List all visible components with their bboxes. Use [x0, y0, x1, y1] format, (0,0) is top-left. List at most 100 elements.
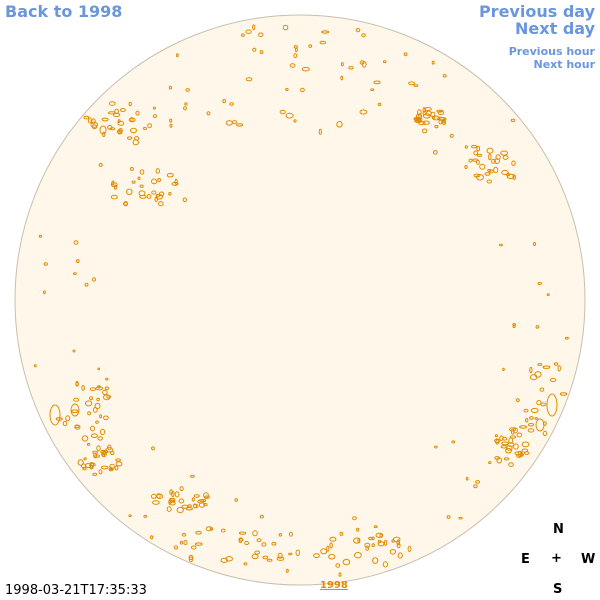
magnetic-feature-contour — [193, 494, 200, 498]
previous-hour-link[interactable]: Previous hour — [508, 45, 595, 58]
magnetic-feature-contour — [468, 158, 473, 163]
magnetic-feature-contour — [171, 181, 179, 186]
magnetic-feature-contour — [476, 153, 483, 157]
magnetic-feature-contour — [422, 110, 427, 116]
magnetic-feature-contour — [95, 420, 99, 424]
magnetic-feature-contour — [540, 402, 547, 407]
magnetic-feature-contour — [98, 469, 103, 475]
magnetic-feature-contour — [396, 539, 401, 546]
magnetic-feature-contour — [464, 165, 468, 169]
magnetic-feature-contour — [271, 541, 277, 546]
magnetic-feature-contour — [329, 536, 337, 542]
magnetic-feature-contour — [527, 428, 535, 433]
magnetic-feature-contour — [173, 545, 178, 550]
magnetic-feature-contour — [505, 445, 513, 451]
next-day-link[interactable]: Next day — [515, 19, 595, 38]
magnetic-feature-contour — [509, 435, 517, 439]
back-to-year-link[interactable]: Back to 1998 — [5, 2, 123, 21]
magnetic-feature-contour — [99, 125, 107, 135]
magnetic-feature-contour — [92, 450, 98, 454]
magnetic-feature-contour — [155, 193, 160, 198]
magnetic-feature-contour — [508, 437, 514, 444]
magnetic-feature-contour — [117, 120, 125, 126]
magnetic-feature-contour — [152, 114, 157, 119]
magnetic-feature-contour — [127, 136, 133, 140]
magnetic-feature-contour — [108, 101, 116, 106]
magnetic-feature-contour — [515, 398, 520, 403]
magnetic-feature-contour — [458, 516, 463, 520]
magnetic-feature-contour — [494, 438, 501, 444]
magnetic-feature-contour — [308, 44, 313, 48]
magnetic-feature-contour — [90, 121, 98, 128]
magnetic-feature-contour — [179, 486, 184, 492]
magnetic-feature-contour — [354, 552, 362, 559]
magnetic-feature-contour — [178, 498, 185, 504]
magnetic-feature-contour — [169, 118, 173, 123]
previous-day-link[interactable]: Previous day — [478, 2, 595, 21]
magnetic-feature-contour — [529, 374, 538, 381]
magnetic-feature-contour — [488, 461, 492, 465]
magnetic-feature-contour — [113, 184, 118, 190]
magnetic-feature-contour — [479, 163, 486, 170]
magnetic-feature-contour — [117, 129, 123, 135]
magnetic-feature-contour — [168, 501, 176, 506]
magnetic-feature-contour — [408, 81, 416, 86]
magnetic-feature-contour — [77, 459, 84, 466]
magnetic-feature-contour — [84, 282, 89, 287]
magnetic-feature-contour — [179, 540, 184, 545]
magnetic-feature-contour — [289, 63, 296, 68]
magnetic-feature-contour — [89, 462, 95, 469]
magnetic-feature-contour — [476, 145, 481, 152]
magnetic-feature-contour — [120, 108, 126, 112]
magnetic-feature-contour — [494, 158, 500, 165]
next-hour-link[interactable]: Next hour — [533, 58, 596, 71]
magnetic-feature-contour — [489, 169, 494, 174]
magnetic-feature-contour — [43, 290, 46, 295]
magnetic-feature-contour — [495, 439, 500, 445]
magnetic-feature-contour — [150, 535, 154, 540]
magnetic-feature-contour — [446, 515, 451, 519]
magnetic-feature-contour — [501, 169, 509, 176]
magnetic-feature-contour — [391, 539, 395, 543]
magnetic-feature-contour — [183, 539, 188, 546]
magnetic-feature-contour — [158, 191, 165, 197]
magnetic-feature-contour — [449, 133, 454, 138]
magnetic-feature-contour — [114, 465, 119, 471]
magnetic-feature-contour — [71, 409, 79, 414]
magnetic-feature-contour — [83, 457, 87, 461]
magnetic-feature-contour — [529, 416, 534, 420]
magnetic-feature-contour — [103, 394, 111, 401]
magnetic-feature-contour — [151, 446, 155, 451]
magnetic-feature-contour — [534, 417, 539, 420]
magnetic-feature-contour — [321, 30, 330, 34]
magnetic-feature-contour — [422, 120, 430, 125]
magnetic-feature-contour — [293, 53, 298, 59]
magnetic-feature-contour — [176, 53, 179, 58]
magnetic-feature-contour — [101, 117, 109, 122]
magnetic-feature-contour — [442, 118, 446, 124]
magnetic-feature-contour — [371, 543, 376, 548]
magnetic-feature-contour — [84, 400, 93, 407]
magnetic-feature-contour — [413, 84, 419, 87]
magnetic-feature-contour — [471, 144, 478, 149]
magnetic-feature-contour — [195, 530, 202, 535]
magnetic-feature-contour — [115, 458, 121, 462]
magnetic-feature-contour — [128, 514, 132, 518]
magnetic-feature-contour — [194, 542, 203, 546]
magnetic-feature-contour — [511, 160, 516, 166]
observation-timestamp: 1998-03-21T17:35:33 — [5, 583, 147, 598]
magnetic-feature-contour — [441, 120, 447, 125]
magnetic-feature-contour — [128, 101, 132, 107]
magnetic-feature-contour — [546, 293, 550, 297]
magnetic-feature-contour — [251, 553, 259, 560]
year-link[interactable]: 1998 — [320, 580, 348, 591]
magnetic-feature-contour — [473, 484, 478, 489]
magnetic-feature-contour — [65, 415, 71, 422]
magnetic-feature-contour — [147, 123, 153, 129]
magnetic-feature-contour — [185, 507, 194, 511]
magnetic-feature-contour — [109, 127, 116, 131]
magnetic-feature-contour — [185, 88, 190, 92]
magnetic-feature-contour — [135, 110, 140, 116]
magnetic-feature-contour — [151, 178, 158, 185]
magnetic-feature-contour — [90, 433, 98, 439]
